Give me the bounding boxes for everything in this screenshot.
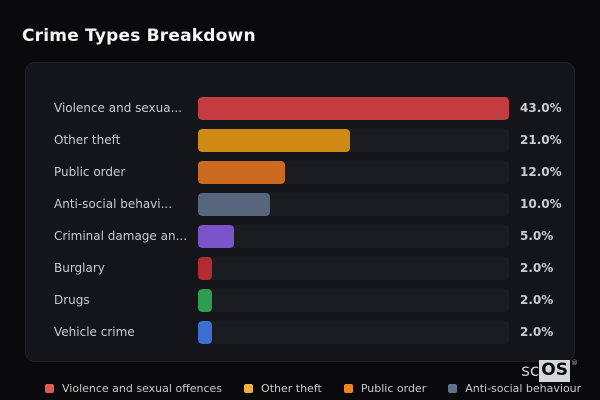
- bar-track: [198, 288, 509, 312]
- legend-item-violence[interactable]: Violence and sexual offences: [45, 382, 222, 395]
- legend-label: Violence and sexual offences: [62, 382, 223, 395]
- bar-burglary[interactable]: [198, 256, 213, 280]
- bar-criminal-damage[interactable]: [198, 224, 235, 248]
- bar-rows: Violence and sexua... 43.0% Other theft …: [26, 92, 574, 348]
- value-label: 10.0%: [520, 197, 562, 211]
- legend-label: Anti-social behaviour: [465, 382, 582, 395]
- bar-public-order[interactable]: [198, 160, 285, 184]
- value-label: 21.0%: [520, 133, 562, 147]
- bar-track: [198, 96, 509, 120]
- legend-item-public-order[interactable]: Public order: [343, 382, 427, 395]
- chart-panel: Violence and sexua... 43.0% Other theft …: [25, 62, 575, 362]
- bar-row: Violence and sexua... 43.0%: [26, 92, 574, 124]
- legend-item-other-theft[interactable]: Other theft: [244, 382, 322, 395]
- bar-other-theft[interactable]: [198, 128, 350, 152]
- category-label: Vehicle crime: [54, 325, 135, 339]
- bar-row: Vehicle crime 2.0%: [26, 316, 574, 348]
- bar-drugs[interactable]: [198, 288, 213, 312]
- value-label: 5.0%: [520, 229, 554, 243]
- legend-label: Other theft: [261, 382, 322, 395]
- bar-row: Public order 12.0%: [26, 156, 574, 188]
- category-label: Violence and sexua...: [54, 101, 183, 115]
- bar-vehicle-crime[interactable]: [198, 320, 213, 344]
- category-label: Burglary: [54, 261, 105, 275]
- value-label: 2.0%: [520, 261, 554, 275]
- category-label: Public order: [54, 165, 126, 179]
- legend-swatch-icon: [343, 384, 353, 393]
- category-label: Criminal damage an...: [54, 229, 188, 243]
- bar-row: Criminal damage an... 5.0%: [26, 220, 574, 252]
- legend-item-anti-social[interactable]: Anti-social behaviour: [448, 382, 581, 395]
- bar-track: [198, 160, 509, 184]
- legend-label: Public order: [360, 382, 427, 395]
- value-label: 43.0%: [520, 101, 562, 115]
- category-label: Anti-social behavi...: [54, 197, 173, 211]
- value-label: 12.0%: [520, 165, 562, 179]
- category-label: Drugs: [54, 293, 90, 307]
- bar-row: Burglary 2.0%: [26, 252, 574, 284]
- bar-track: [198, 224, 509, 248]
- bar-track: [198, 320, 509, 344]
- bar-track: [198, 256, 509, 280]
- bar-row: Anti-social behavi... 10.0%: [26, 188, 574, 220]
- category-label: Other theft: [54, 133, 121, 147]
- legend: Violence and sexual offences Other theft…: [45, 382, 581, 395]
- page-title: Crime Types Breakdown: [22, 26, 256, 46]
- scos-watermark: sc OS ®: [521, 360, 578, 382]
- bar-row: Other theft 21.0%: [26, 124, 574, 156]
- bar-violence[interactable]: [198, 96, 509, 120]
- bar-track: [198, 192, 509, 216]
- watermark-prefix: sc: [521, 361, 540, 381]
- value-label: 2.0%: [520, 293, 554, 307]
- legend-swatch-icon: [244, 384, 254, 393]
- value-label: 2.0%: [520, 325, 554, 339]
- legend-swatch-icon: [45, 384, 54, 393]
- registered-mark-icon: ®: [571, 359, 578, 367]
- bar-track: [198, 128, 509, 152]
- bar-row: Drugs 2.0%: [26, 284, 574, 316]
- watermark-suffix: OS: [539, 360, 570, 382]
- legend-swatch-icon: [448, 384, 458, 393]
- bar-anti-social[interactable]: [198, 192, 271, 216]
